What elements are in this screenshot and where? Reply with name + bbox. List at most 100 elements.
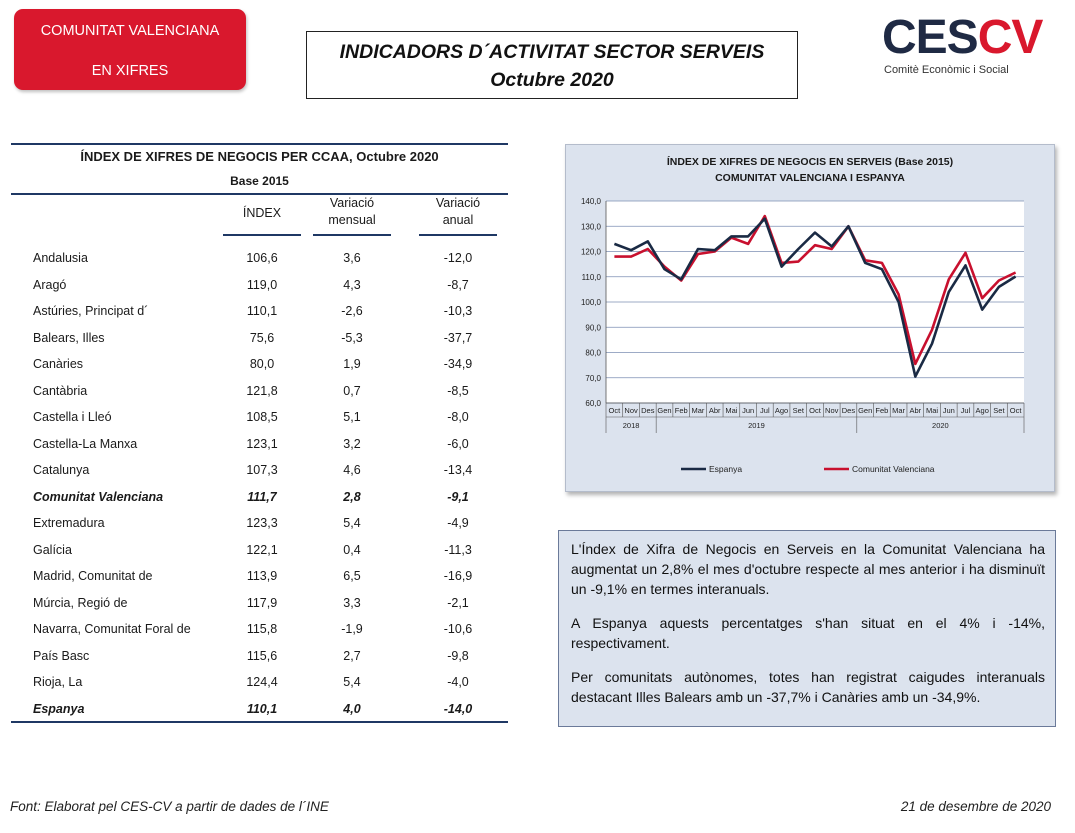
monthly-change-cell: 4,3 — [343, 277, 361, 292]
table-row: Cantàbria 121,8 0,7 -8,5 — [11, 378, 508, 404]
chart-title: ÍNDEX DE XIFRES DE NEGOCIS EN SERVEIS (B… — [667, 155, 953, 168]
y-tick-label: 60,0 — [585, 399, 601, 408]
index-cell: 113,9 — [246, 569, 278, 583]
annual-change-cell: -11,3 — [444, 542, 472, 557]
monthly-change-cell: 2,8 — [343, 489, 361, 504]
x-tick-label: Abr — [709, 406, 721, 415]
annual-change-cell: -2,1 — [447, 595, 469, 610]
y-tick-label: 130,0 — [581, 222, 602, 231]
index-cell: 123,3 — [246, 516, 278, 530]
annual-change-cell: -4,9 — [447, 516, 469, 530]
index-cell: 115,8 — [246, 622, 278, 636]
index-cell: 110,1 — [246, 701, 278, 716]
x-tick-label: Feb — [875, 406, 888, 415]
series-line-espanya — [613, 217, 1017, 378]
table-row: Andalusia 106,6 3,6 -12,0 — [11, 245, 508, 271]
source-note: Font: Elaborat pel CES-CV a partir de da… — [10, 799, 329, 814]
annual-change-cell: -8,0 — [447, 410, 469, 424]
x-tick-label: Nov — [624, 406, 638, 415]
annual-change-cell: -13,4 — [443, 463, 473, 477]
x-tick-label: Set — [993, 406, 1005, 415]
region-cell: Rioja, La — [33, 675, 83, 689]
monthly-change-cell: 6,5 — [343, 569, 361, 583]
x-tick-label: Set — [793, 406, 805, 415]
monthly-change-cell: 0,4 — [343, 542, 361, 557]
table-row: País Basc 115,6 2,7 -9,8 — [11, 643, 508, 669]
annual-change-cell: -10,3 — [443, 304, 473, 318]
region-cell: Espanya — [33, 701, 85, 716]
region-cell: Navarra, Comunitat Foral de — [33, 622, 191, 636]
annual-change-cell: -14,0 — [443, 701, 473, 716]
index-cell: 119,0 — [246, 277, 278, 292]
annual-change-cell: -34,9 — [443, 357, 473, 371]
region-cell: País Basc — [33, 648, 90, 663]
region-badge: COMUNITAT VALENCIANA EN XIFRES — [14, 9, 246, 90]
x-tick-label: Ago — [976, 406, 989, 415]
year-label: 2020 — [932, 421, 949, 430]
monthly-change-cell: 3,6 — [343, 251, 361, 265]
monthly-change-cell: 5,1 — [343, 410, 361, 424]
year-label: 2019 — [748, 421, 765, 430]
table-subtitle: Base 2015 — [230, 174, 289, 188]
table-row: Castella i Lleó 108,5 5,1 -8,0 — [11, 404, 508, 430]
x-tick-label: Des — [842, 406, 856, 415]
index-cell: 117,9 — [246, 595, 278, 610]
table-title: ÍNDEX DE XIFRES DE NEGOCIS PER CCAA, Oct… — [80, 149, 439, 164]
col-rule-annual — [419, 234, 497, 236]
col-header-monthly: Variació mensual — [328, 196, 376, 227]
x-tick-label: Des — [641, 406, 655, 415]
col-rule-index — [223, 234, 301, 236]
monthly-change-cell: 5,4 — [343, 516, 361, 530]
summary-box: L'Índex de Xifra de Negocis en Serveis e… — [558, 530, 1056, 727]
col-header-annual: Variació anual — [435, 196, 481, 227]
col-header-index: ÍNDEX — [242, 206, 282, 220]
region-cell: Castella i Lleó — [33, 410, 112, 424]
report-title-box: INDICADORS D´ACTIVITAT SECTOR SERVEIS Oc… — [306, 31, 798, 99]
ces-cv-logo: CESCV Comitè Econòmic i Social — [882, 10, 1044, 80]
region-cell: Andalusia — [33, 251, 88, 265]
annual-change-cell: -16,9 — [443, 569, 473, 583]
x-tick-label: Abr — [909, 406, 921, 415]
y-tick-label: 140,0 — [581, 197, 602, 206]
monthly-change-cell: 1,9 — [343, 357, 361, 371]
region-cell: Astúries, Principat d´ — [33, 304, 149, 318]
annual-change-cell: -8,5 — [447, 383, 469, 398]
annual-change-cell: -9,1 — [447, 489, 469, 504]
x-tick-label: Feb — [675, 406, 688, 415]
region-cell: Canàries — [33, 357, 84, 371]
table-row: Múrcia, Regió de 117,9 3,3 -2,1 — [11, 590, 508, 616]
monthly-change-cell: -1,9 — [341, 622, 363, 636]
logo-cv: CV — [977, 11, 1044, 64]
x-tick-label: Nov — [825, 406, 839, 415]
monthly-change-cell: 4,6 — [343, 463, 361, 477]
y-tick-label: 120,0 — [581, 248, 602, 257]
x-tick-label: Mar — [892, 406, 905, 415]
table-row: Navarra, Comunitat Foral de 115,8 -1,9 -10,… — [11, 616, 508, 642]
region-cell: Comunitat Valenciana — [33, 489, 164, 504]
x-tick-label: Oct — [609, 406, 622, 415]
monthly-change-cell: 3,3 — [343, 595, 361, 610]
region-cell: Balears, Illes — [33, 330, 105, 345]
y-tick-label: 80,0 — [585, 349, 601, 358]
index-cell: 111,7 — [247, 489, 277, 504]
index-cell: 108,5 — [246, 410, 278, 424]
summary-paragraph-3: Per comunitats autònomes, totes han regi… — [571, 669, 1045, 705]
region-cell: Aragó — [33, 277, 67, 292]
table-row: Balears, Illes 75,6 -5,3 -37,7 — [11, 325, 508, 351]
index-cell: 124,4 — [246, 675, 278, 689]
annual-change-cell: -12,0 — [443, 251, 473, 265]
table-row: Rioja, La 124,4 5,4 -4,0 — [11, 669, 508, 695]
line-chart: ÍNDEX DE XIFRES DE NEGOCIS EN SERVEIS (B… — [581, 155, 1025, 474]
line-chart-panel: ÍNDEX DE XIFRES DE NEGOCIS EN SERVEIS (B… — [565, 144, 1055, 492]
x-tick-label: Ago — [775, 406, 788, 415]
monthly-change-cell: 5,4 — [343, 675, 361, 689]
index-cell: 106,6 — [246, 251, 278, 265]
index-cell: 107,3 — [246, 463, 278, 477]
annual-change-cell: -9,8 — [447, 648, 469, 663]
index-cell: 121,8 — [246, 383, 278, 398]
x-tick-label: Mai — [725, 406, 737, 415]
x-tick-label: Jun — [742, 406, 754, 415]
badge-line-2: EN XIFRES — [91, 63, 169, 79]
y-tick-label: 70,0 — [585, 374, 601, 383]
index-cell: 80,0 — [249, 357, 275, 371]
